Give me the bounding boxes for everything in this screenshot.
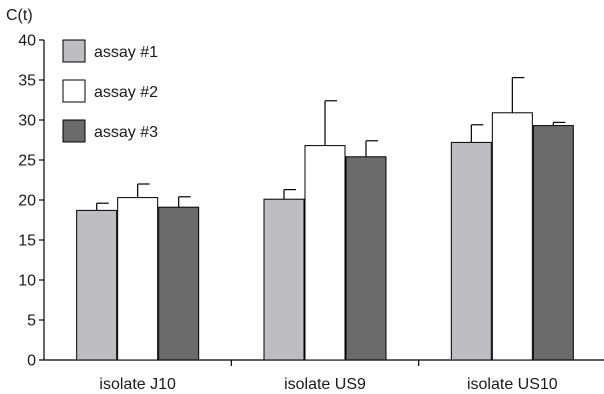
y-tick-label: 5 [27,313,36,330]
legend-swatch [62,79,86,103]
y-tick-label: 35 [18,73,36,90]
legend-label: assay #1 [94,44,158,61]
y-tick-label: 15 [18,233,36,250]
y-tick-label: 40 [18,33,36,50]
legend-label: assay #3 [94,124,158,141]
bar [263,198,305,361]
legend-label: assay #2 [94,84,158,101]
bar [491,112,533,361]
bar [158,206,200,361]
y-tick-label: 10 [18,273,36,290]
legend: assay #1 assay #2 assay #3 [62,39,158,143]
x-category-label: isolate US10 [467,376,558,393]
bar [117,197,159,361]
legend-swatch [62,119,86,143]
bar [450,141,492,361]
x-category-label: isolate J10 [99,376,176,393]
bar [345,156,387,361]
y-axis-label: C(t) [6,7,33,24]
y-tick-label: 20 [18,193,36,210]
axes: 0 5 10 15 20 25 30 35 40 isolate J10 isolate US9 is… [18,33,604,393]
legend-swatch [62,39,86,63]
x-category-label: isolate US9 [284,376,366,393]
bar [304,145,346,361]
y-tick-label: 25 [18,153,36,170]
bar [532,125,574,361]
y-tick-label: 30 [18,113,36,130]
bar [76,209,118,361]
bars [76,76,574,361]
y-tick-label: 0 [27,353,36,370]
